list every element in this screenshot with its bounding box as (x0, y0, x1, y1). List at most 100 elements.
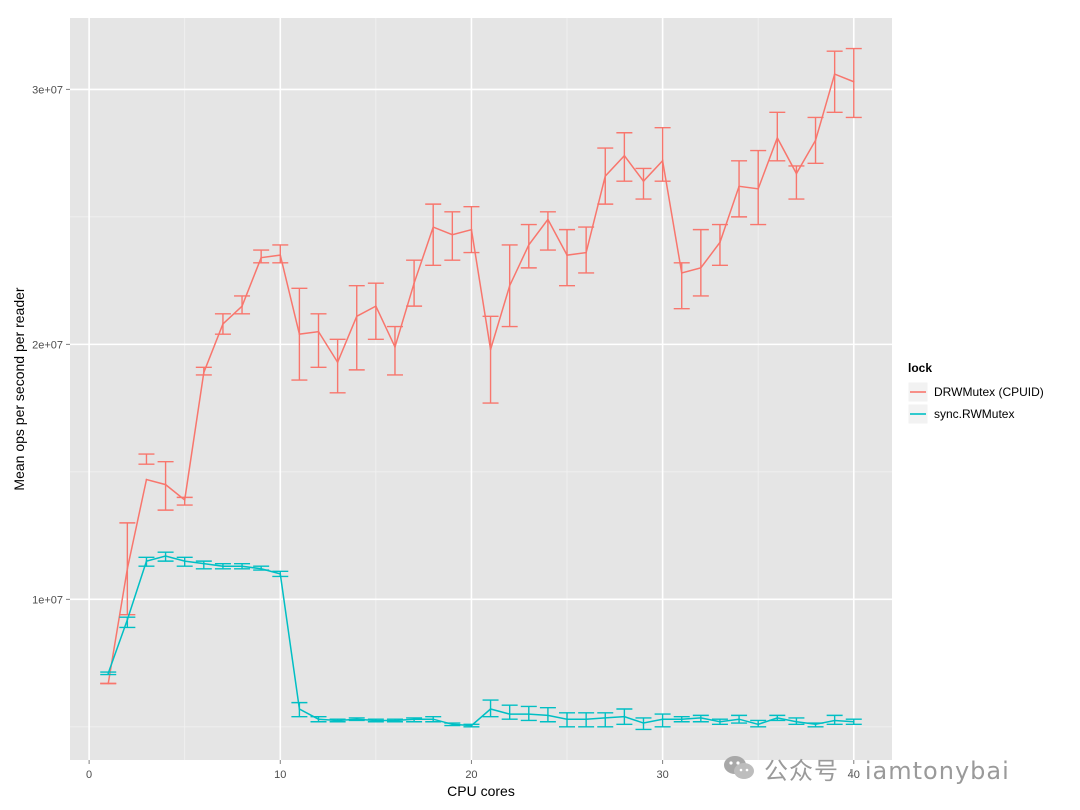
data-point (604, 175, 607, 177)
data-point (661, 718, 664, 721)
error-bar (157, 460, 174, 511)
data-point (183, 499, 186, 501)
data-point (164, 483, 167, 486)
data-point (642, 722, 645, 724)
y-tick-label: 1e+07 (32, 594, 63, 606)
error-bar (597, 712, 614, 728)
data-point (279, 573, 282, 575)
x-tick-label: 40 (848, 769, 860, 781)
error-bar (425, 203, 442, 267)
watermark: 公众号 · iamtonybai (722, 748, 1010, 788)
x-tick-label: 20 (465, 769, 477, 781)
series-drwmutex (100, 47, 862, 685)
data-point (355, 718, 358, 721)
data-point (795, 172, 798, 175)
error-bar (310, 313, 327, 369)
error-bar (692, 228, 709, 297)
data-point (222, 323, 224, 325)
data-point (375, 719, 377, 722)
watermark-text: 公众号 · iamtonybai (764, 756, 1010, 785)
data-point (432, 226, 435, 228)
data-point (470, 228, 473, 231)
data-point (279, 254, 282, 256)
error-bar (195, 560, 212, 570)
error-bar (539, 211, 556, 251)
data-point (413, 718, 415, 721)
data-point (470, 724, 473, 727)
data-point (527, 713, 530, 715)
data-point (566, 254, 568, 256)
data-point (814, 139, 817, 142)
data-point (260, 256, 262, 259)
data-point (585, 718, 587, 721)
data-point (355, 315, 358, 318)
data-point (260, 567, 262, 570)
data-point (126, 618, 129, 621)
error-bar (348, 285, 365, 371)
data-point (394, 346, 396, 348)
x-tick-label: 30 (656, 769, 668, 781)
data-point (833, 73, 836, 75)
data-point (222, 565, 224, 568)
data-point (527, 244, 530, 246)
data-point (757, 723, 759, 726)
legend-label: sync.RWMutex (934, 407, 1014, 421)
data-point (107, 682, 110, 685)
data-point (145, 478, 148, 481)
data-point (336, 719, 339, 722)
data-point (852, 80, 855, 83)
error-bar (845, 47, 862, 119)
data-point (489, 708, 492, 710)
data-point (432, 718, 435, 721)
data-point (661, 159, 664, 162)
error-bar (731, 160, 748, 218)
series-group (100, 47, 862, 731)
data-point (738, 718, 740, 721)
error-bar (654, 126, 671, 182)
data-point (757, 188, 759, 190)
error-bar (616, 132, 633, 182)
data-point (738, 185, 740, 188)
wechat-icon (724, 756, 754, 779)
data-point (183, 560, 186, 562)
legend-title: lock (908, 361, 932, 375)
legend-label: DRWMutex (CPUID) (934, 385, 1044, 399)
data-point (203, 371, 205, 374)
y-tick-label: 3e+07 (32, 84, 63, 96)
error-bar (501, 704, 518, 720)
plot-panel (70, 18, 892, 760)
error-bar (138, 453, 155, 465)
data-point (700, 717, 702, 719)
data-point (795, 720, 798, 723)
data-point (203, 562, 205, 565)
data-point (375, 305, 377, 307)
error-bar (559, 228, 576, 287)
error-bar (253, 249, 270, 264)
series-sync-rwmutex (100, 551, 862, 731)
data-point (623, 715, 626, 718)
data-point (680, 272, 683, 274)
data-point (164, 555, 167, 557)
data-point (336, 361, 339, 364)
data-point (241, 565, 243, 568)
data-point (508, 713, 511, 715)
error-bar (788, 165, 805, 200)
data-point (241, 305, 243, 307)
data-point (413, 282, 415, 284)
data-point (623, 154, 626, 157)
data-point (317, 718, 320, 721)
data-point (604, 717, 607, 719)
y-axis-title: Mean ops per second per reader (11, 287, 27, 490)
data-point (317, 330, 320, 333)
data-point (833, 719, 836, 722)
data-point (547, 714, 549, 717)
data-point (566, 718, 568, 721)
error-bar (329, 338, 346, 394)
data-point (814, 723, 817, 726)
error-bar (444, 211, 461, 261)
data-point (719, 241, 721, 244)
panel-background (70, 18, 892, 760)
x-axis-title: CPU cores (447, 783, 515, 799)
